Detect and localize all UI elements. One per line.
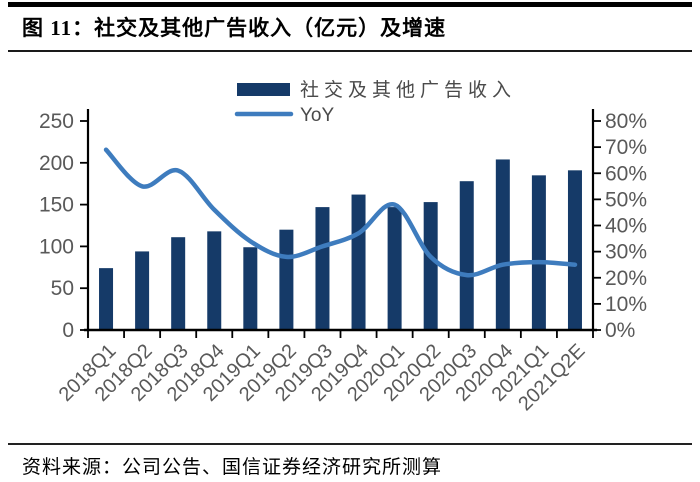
left-tick-label: 100 [39,235,74,258]
combo-chart: 社交及其他广告收入 YoY 0 50 100 150 200 250 0% 10% 20% 30% 40… [39,79,647,415]
right-tick-label: 50% [605,188,647,211]
footer-rule [8,443,692,445]
left-tick-label: 50 [51,277,74,300]
source-note: 资料来源：公司公告、国信证券经济研究所测算 [22,457,443,478]
legend-line-label: YoY [300,105,334,126]
right-tick-label: 10% [605,293,647,316]
bar-2018Q1 [99,268,114,330]
left-tick-label: 0 [62,319,74,342]
figure-title: 图 11：社交及其他广告收入（亿元）及增速 [22,16,447,40]
bar-2021Q1 [531,175,546,330]
right-tick-label: 80% [605,110,647,133]
bar-2020Q2 [423,202,438,330]
bar-2019Q2 [279,229,294,330]
left-tick-label: 200 [39,152,74,175]
bar-2020Q3 [459,181,474,330]
left-tick-label: 150 [39,194,74,217]
bar-2019Q3 [315,207,330,330]
title-rule [8,50,692,52]
legend-bar-label: 社交及其他广告收入 [300,79,516,101]
right-tick-label: 20% [605,267,647,290]
bar-2018Q2 [135,251,150,330]
right-tick-label: 0% [605,319,635,342]
bar-2018Q4 [207,231,222,330]
yoy-line [103,147,578,278]
left-tick-label: 250 [39,110,74,133]
bar-2021Q2E [567,170,582,330]
bar-2019Q4 [351,194,366,330]
bar-2019Q1 [243,247,258,330]
right-tick-label: 70% [605,136,647,159]
right-tick-label: 30% [605,241,647,264]
legend-bar-swatch [237,83,290,96]
right-tick-label: 40% [605,215,647,238]
bar-2018Q3 [171,237,186,330]
bar-2020Q4 [495,159,510,330]
top-rule [8,2,692,7]
bar-2020Q1 [387,207,402,330]
right-tick-label: 60% [605,162,647,185]
